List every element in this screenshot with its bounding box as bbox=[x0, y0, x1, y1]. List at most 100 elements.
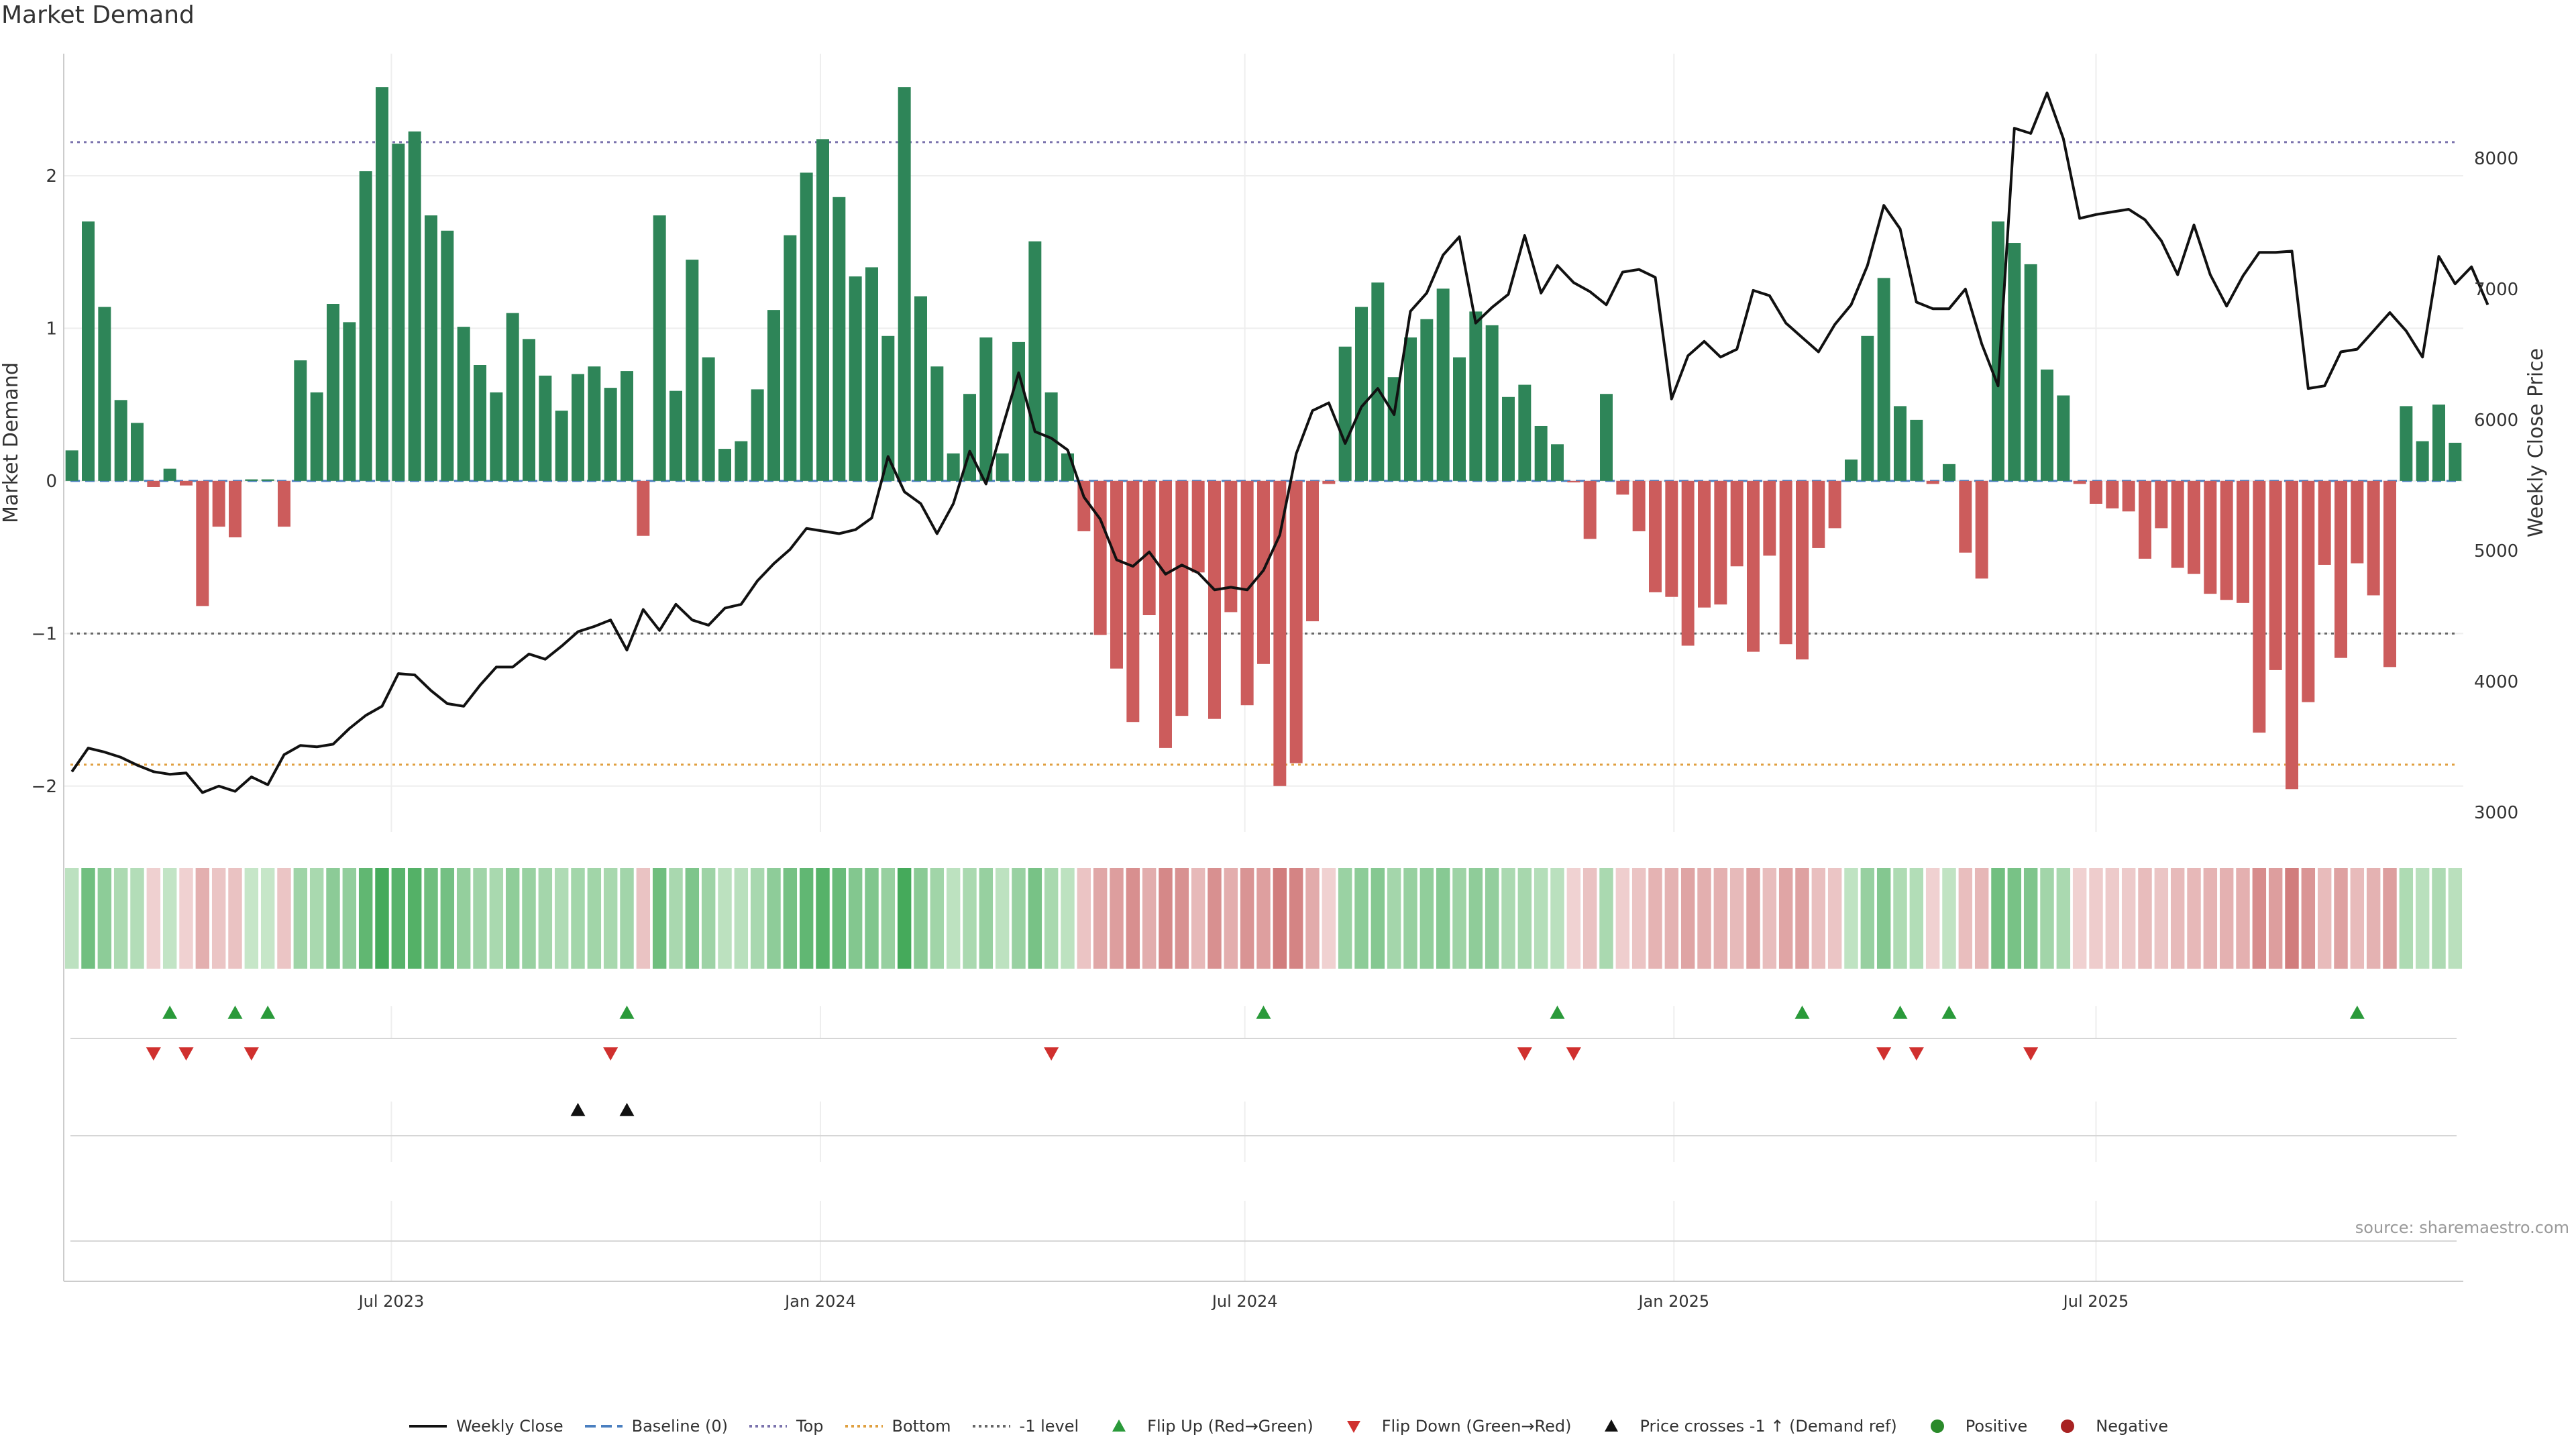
flip-up-marker bbox=[260, 1006, 276, 1019]
demand-strip-cell bbox=[146, 868, 161, 969]
demand-strip-cell bbox=[1338, 868, 1352, 969]
right-axis-label: Weekly Close Price bbox=[2524, 348, 2548, 537]
demand-bar bbox=[2057, 395, 2070, 481]
demand-strip-cell bbox=[2317, 868, 2332, 969]
demand-strip-cell bbox=[2268, 868, 2283, 969]
demand-strip-cell bbox=[914, 868, 928, 969]
demand-bar bbox=[1093, 480, 1107, 635]
demand-bar bbox=[327, 304, 339, 481]
demand-strip-cell bbox=[1208, 868, 1222, 969]
right-tick-label: 4000 bbox=[2474, 672, 2518, 692]
x-tick-label: Jan 2025 bbox=[1637, 1292, 1709, 1311]
demand-strip-cell bbox=[293, 868, 308, 969]
demand-strip-cell bbox=[2007, 868, 2022, 969]
demand-strip-cell bbox=[440, 868, 455, 969]
demand-strip-cell bbox=[701, 868, 716, 969]
demand-bar bbox=[376, 87, 388, 481]
demand-strip-cell bbox=[2432, 868, 2446, 969]
demand-strip-cell bbox=[195, 868, 210, 969]
demand-bar bbox=[506, 313, 519, 481]
demand-bar bbox=[245, 479, 258, 481]
demand-bar bbox=[1796, 480, 1809, 659]
demand-bar bbox=[1077, 480, 1091, 531]
demand-bar bbox=[718, 449, 731, 481]
legend-swatch bbox=[1346, 1421, 1360, 1433]
left-tick-label: 2 bbox=[46, 166, 57, 186]
flip-up-marker bbox=[2349, 1006, 2365, 1019]
axes: −2 −1 0 1 2 3000 4000 5000 6000 7000 8000 Jul 2023 J… bbox=[0, 54, 2548, 1311]
demand-strip-cell bbox=[2072, 868, 2087, 969]
demand-bar bbox=[1910, 419, 1923, 481]
right-tick-label: 8000 bbox=[2474, 149, 2518, 169]
demand-strip-cell bbox=[1827, 868, 1842, 969]
demand-strip-cell bbox=[603, 868, 618, 969]
demand-bar bbox=[2155, 480, 2168, 529]
left-axis-label: Market Demand bbox=[0, 362, 23, 523]
legend-item: Weekly Close bbox=[408, 1417, 564, 1436]
source-note: source: sharemaestro.com bbox=[2355, 1218, 2569, 1237]
demand-bar bbox=[1126, 480, 1140, 722]
demand-bar bbox=[784, 235, 797, 481]
demand-bar bbox=[1502, 396, 1515, 481]
demand-strip-cell bbox=[2350, 868, 2365, 969]
demand-bar bbox=[2204, 480, 2217, 594]
demand-bar bbox=[1714, 480, 1727, 605]
demand-strip-cell bbox=[1746, 868, 1760, 969]
demand-strip-cell bbox=[652, 868, 667, 969]
demand-strip-cell bbox=[2301, 868, 2316, 969]
demand-bar bbox=[621, 371, 633, 481]
demand-strip-cell bbox=[636, 868, 651, 969]
demand-bar bbox=[1551, 444, 1564, 481]
demand-bar bbox=[2008, 243, 2021, 481]
demand-bar bbox=[180, 480, 193, 486]
x-tick-label: Jul 2025 bbox=[2062, 1292, 2129, 1311]
demand-strip-cell bbox=[2187, 868, 2201, 969]
flip-up-marker bbox=[1941, 1006, 1957, 1019]
demand-bar bbox=[2367, 480, 2380, 596]
demand-bar bbox=[425, 215, 437, 481]
flip-down-marker bbox=[178, 1047, 194, 1061]
demand-strip-cell bbox=[113, 868, 128, 969]
demand-strip-cell bbox=[1468, 868, 1483, 969]
demand-bar bbox=[212, 480, 225, 527]
demand-strip-cell bbox=[2236, 868, 2250, 969]
demand-strip-cell bbox=[2415, 868, 2430, 969]
demand-bar bbox=[131, 423, 144, 481]
demand-strip-cell bbox=[734, 868, 749, 969]
demand-strip-cell bbox=[554, 868, 569, 969]
demand-bar bbox=[1028, 241, 1042, 481]
demand-bar bbox=[1355, 307, 1368, 481]
demand-strip-cell bbox=[162, 868, 177, 969]
legend-item: Baseline (0) bbox=[584, 1417, 728, 1436]
demand-bar bbox=[278, 480, 290, 527]
demand-strip-cell bbox=[2203, 868, 2218, 969]
demand-strip-cell bbox=[750, 868, 765, 969]
legend: Weekly Close Baseline (0) Top Bottom -1 leve… bbox=[0, 1417, 2576, 1436]
demand-bar bbox=[1371, 282, 1385, 481]
demand-strip-cell bbox=[1550, 868, 1564, 969]
legend-item: Negative bbox=[2047, 1417, 2168, 1436]
demand-bar bbox=[800, 172, 813, 481]
demand-strip-cell bbox=[2105, 868, 2120, 969]
demand-bar bbox=[2351, 480, 2364, 564]
demand-strip-cell bbox=[1159, 868, 1173, 969]
demand-bar bbox=[1420, 319, 1434, 481]
right-tick-label: 5000 bbox=[2474, 541, 2518, 561]
demand-bar bbox=[1240, 480, 1254, 706]
demand-strip-cell bbox=[489, 868, 504, 969]
legend-label: Weekly Close bbox=[455, 1417, 564, 1436]
legend-label: Flip Up (Red→Green) bbox=[1147, 1417, 1313, 1436]
demand-strip-cell bbox=[2399, 868, 2414, 969]
demand-strip-cell bbox=[2383, 868, 2397, 969]
demand-bar bbox=[114, 400, 127, 481]
legend-swatch bbox=[1930, 1419, 1944, 1433]
demand-strip-cell bbox=[228, 868, 242, 969]
demand-strip-cell bbox=[1795, 868, 1809, 969]
demand-bar bbox=[2220, 480, 2233, 600]
flip-down-marker bbox=[1909, 1047, 1924, 1061]
demand-strip-cell bbox=[1925, 868, 1940, 969]
flip-up-marker bbox=[1256, 1006, 1271, 1019]
demand-bar bbox=[833, 197, 846, 481]
demand-bar bbox=[474, 365, 486, 481]
